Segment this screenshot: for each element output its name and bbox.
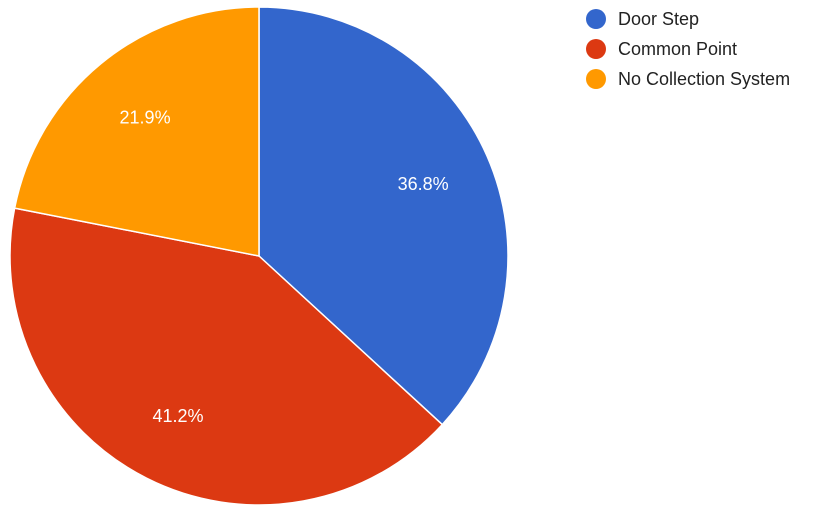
legend-label-no-collection-system: No Collection System xyxy=(618,69,790,89)
legend: Door Step Common Point No Collection Syste… xyxy=(586,9,790,89)
legend-item-door-step: Door Step xyxy=(586,9,699,29)
legend-swatch-no-collection-system xyxy=(586,69,606,89)
legend-item-no-collection-system: No Collection System xyxy=(586,69,790,89)
pie-slice-no-collection-system xyxy=(13,6,260,257)
slice-label-common-point: 41.2% xyxy=(153,406,204,426)
legend-item-common-point: Common Point xyxy=(586,39,737,59)
slice-label-no-collection-system: 21.9% xyxy=(120,108,171,128)
legend-swatch-common-point xyxy=(586,39,606,59)
pie-slices xyxy=(9,6,509,506)
pie-slice-door-step xyxy=(258,6,509,426)
pie-slice-common-point xyxy=(9,207,444,506)
slice-label-door-step: 36.8% xyxy=(398,174,449,194)
legend-label-common-point: Common Point xyxy=(618,39,737,59)
legend-label-door-step: Door Step xyxy=(618,9,699,29)
legend-swatch-door-step xyxy=(586,9,606,29)
pie-slice-labels: 36.8% 41.2% 21.9% xyxy=(120,108,449,426)
